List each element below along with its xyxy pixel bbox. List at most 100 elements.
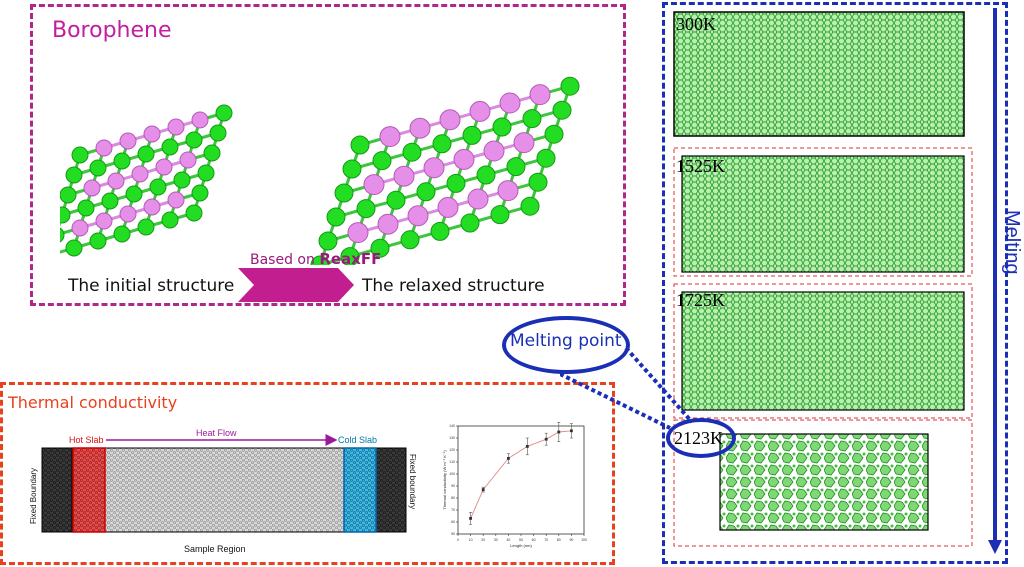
thermal-panel	[0, 382, 615, 565]
boron-atom-green	[60, 206, 71, 224]
initial-structure-label: The initial structure	[68, 276, 235, 296]
melting-point-connector	[560, 346, 694, 430]
x-tick-label: 80	[557, 538, 561, 542]
x-tick-label: 10	[469, 538, 473, 542]
boron-atom-green	[528, 172, 548, 192]
boron-atom-pink	[363, 174, 385, 196]
boron-atom-green	[506, 157, 526, 177]
borophene-title: Borophene	[52, 18, 172, 43]
boron-atom-pink	[513, 132, 535, 154]
melting-label-wrap: Melting	[1001, 210, 1023, 274]
boron-atom-green	[492, 117, 512, 137]
boron-atom-green	[544, 124, 564, 144]
boron-atom-green	[386, 190, 406, 210]
boron-atom-green	[89, 159, 107, 177]
boron-atom-green	[197, 164, 215, 182]
x-tick-label: 20	[481, 538, 485, 542]
boron-atom-pink	[143, 125, 161, 143]
based-on-label: Based on ReaxFF	[250, 250, 381, 268]
boron-atom-green	[113, 225, 131, 243]
boron-atom-pink	[529, 84, 551, 106]
boron-atom-pink	[483, 140, 505, 162]
snapshot-300k	[673, 11, 965, 137]
melting-point-label: Melting point	[510, 331, 622, 351]
data-point	[544, 437, 548, 441]
boron-atom-green	[432, 134, 452, 154]
x-axis-label: Length (nm)	[510, 543, 532, 548]
boron-atom-green	[185, 204, 203, 222]
boron-atom-green	[318, 231, 338, 251]
boron-atom-pink	[379, 126, 401, 148]
x-tick-label: 70	[544, 538, 548, 542]
chevron-arrow-icon	[238, 268, 354, 302]
temp-300k: 300K	[676, 14, 716, 34]
fixed-boundary-right	[375, 447, 407, 533]
boron-atom-pink	[95, 212, 113, 230]
boron-atom-green	[215, 104, 233, 122]
boron-atom-green	[560, 76, 580, 96]
boron-atom-pink	[167, 191, 185, 209]
data-point	[481, 488, 485, 491]
boron-atom-green	[490, 205, 510, 225]
boron-atom-pink	[143, 198, 161, 216]
melting-panel	[662, 2, 1008, 564]
x-tick-label: 0	[457, 538, 459, 542]
x-tick-label: 60	[532, 538, 536, 542]
x-tick-label: 100	[581, 538, 587, 542]
based-on-prefix: Based on	[250, 252, 320, 268]
boron-atom-green	[340, 247, 360, 265]
boron-atom-green	[161, 138, 179, 156]
boron-atom-green	[446, 173, 466, 193]
data-point	[525, 445, 529, 448]
boron-atom-green	[460, 213, 480, 233]
boron-atom-pink	[179, 151, 197, 169]
temp-1725k: 1725K	[676, 290, 725, 310]
cold-slab	[343, 447, 377, 533]
relaxed-structure-label: The relaxed structure	[362, 276, 545, 296]
boron-atom-green	[161, 211, 179, 229]
boron-atom-green	[209, 124, 227, 142]
boron-atom-pink	[95, 139, 113, 157]
boron-atom-green	[476, 165, 496, 185]
y-tick-label: 140	[449, 424, 455, 428]
boron-atom-green	[520, 196, 540, 216]
boron-atom-pink	[497, 180, 519, 202]
boron-atom-green	[536, 148, 556, 168]
boron-atom-pink	[499, 92, 521, 114]
thermal-conductivity-chart: 0 10 20 30 40 50 60 70 80 90 100 50 60 70 80 90 100 110 12…	[442, 422, 587, 548]
snapshot-1725k	[681, 291, 965, 411]
boron-atom-pink	[409, 117, 431, 139]
boron-atom-green	[350, 135, 370, 155]
boron-atom-pink	[407, 205, 429, 227]
heat-flow-label: Heat Flow	[196, 428, 237, 438]
x-tick-label: 50	[519, 538, 523, 542]
boron-atom-green	[334, 183, 354, 203]
y-tick-label: 80	[451, 496, 455, 500]
boron-atom-green	[370, 238, 390, 258]
boron-atom-green	[60, 186, 77, 204]
snapshot-2123k	[719, 433, 929, 531]
boron-atom-green	[416, 182, 436, 202]
boron-atom-green	[430, 221, 450, 241]
boron-atom-pink	[423, 157, 445, 179]
boron-atom-green	[191, 184, 209, 202]
borophene-panel	[30, 4, 626, 306]
boron-atom-pink	[119, 205, 137, 223]
boron-atom-green	[137, 145, 155, 163]
boron-atom-green	[149, 178, 167, 196]
nemd-schematic: Hot Slab Heat Flow Cold Slab Fixed Bound…	[29, 428, 417, 554]
temp-1525k: 1525K	[676, 156, 725, 176]
fixed-boundary-left-label: Fixed Boundary	[29, 468, 38, 524]
x-tick-label: 30	[494, 538, 498, 542]
boron-atom-pink	[439, 109, 461, 131]
data-point	[557, 430, 561, 434]
data-point	[469, 517, 472, 520]
boron-atom-green	[326, 207, 346, 227]
boron-atom-green	[203, 144, 221, 162]
boron-atom-pink	[71, 219, 89, 237]
highlight-2123k-ellipse	[666, 418, 736, 458]
frame-2123k	[673, 419, 973, 547]
borophene-structures	[60, 76, 580, 265]
boron-atom-green	[173, 171, 191, 189]
boron-atom-pink	[107, 172, 125, 190]
